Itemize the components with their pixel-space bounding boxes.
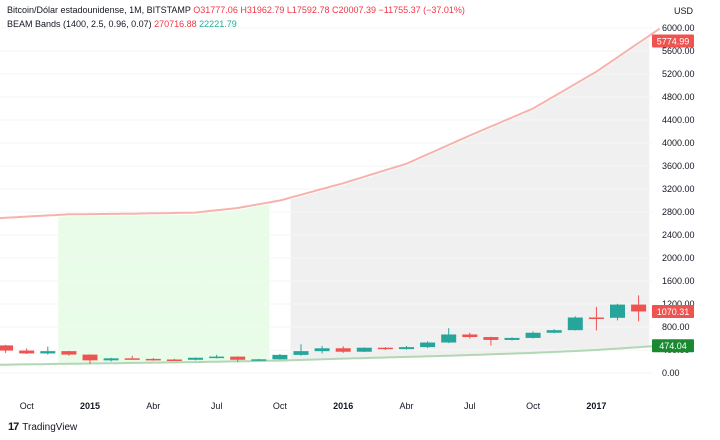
candle-body [209,356,225,359]
candle-body [525,332,541,338]
candle-body [335,348,351,352]
y-tick-label: 3600.00 [662,161,695,171]
candle-body [483,337,499,340]
symbol-legend: Bitcoin/Dólar estadounidense, 1M, BITSTA… [7,5,465,15]
symbol-title: Bitcoin/Dólar estadounidense, 1M, BITSTA… [7,5,191,15]
zone-green-1 [206,204,270,362]
y-tick-label: 4400.00 [662,115,695,125]
change-value: −11755.37 (−37.01%) [378,5,465,15]
candle-body [272,354,288,360]
y-tick-label: 6000.00 [662,23,695,33]
y-tick-label: 4800.00 [662,92,695,102]
candle-body [610,304,625,318]
x-tick-label: Oct [273,401,288,411]
time-axis: Oct 2015 Abr Jul Oct 2016 Abr Jul Oct 2017 [20,401,607,411]
zone-layer [58,37,650,364]
candle-body [40,351,56,354]
candle-body [546,330,562,333]
lower-band-value: 22221.79 [199,19,237,29]
candle-body [0,345,14,351]
upper-band-value: 270716.88 [154,19,197,29]
candle-body [103,358,119,361]
x-tick-label: 2016 [333,401,353,411]
candles-layer [0,295,647,364]
candle-body [124,358,140,360]
upper-band-line [0,27,661,220]
candle-body [61,351,77,355]
lower-band-line [0,344,660,366]
candle-body [166,359,182,361]
candle-body [588,317,604,320]
price-label-box [652,34,694,48]
candle-body [293,351,309,355]
x-tick-label: Abr [399,401,413,411]
high-value: H31962.79 [240,5,285,15]
y-tick-label: 2400.00 [662,230,695,240]
open-value: O31777.06 [193,5,238,15]
candle-body [230,356,246,360]
y-tick-label: 4000.00 [662,138,695,148]
indicator-legend: BEAM Bands (1400, 2.5, 0.96, 0.07) 27071… [7,19,237,29]
price-axis: USD0.00400.00800.001200.001600.002000.00… [652,6,695,378]
candle-body [82,354,98,361]
low-value: L17592.78 [286,5,330,15]
brand-name: TradingView [22,421,78,433]
footer-brand[interactable]: 17 TradingView [8,421,77,433]
candle-body [251,359,267,361]
price-label: 1070.31 [657,307,690,317]
zone-green-0 [58,213,207,364]
candle-body [377,347,393,350]
candle-body [19,350,35,354]
grid-layer [0,27,652,374]
y-tick-label: 0.00 [662,368,680,378]
axis-unit: USD [674,6,694,16]
price-label-box [652,304,694,318]
x-tick-label: Oct [526,401,541,411]
candle-body [631,304,647,312]
bands-layer [0,27,661,366]
price-label: 474.04 [659,341,687,351]
price-label-box [652,339,694,353]
candle-body [567,317,583,331]
y-tick-label: 3200.00 [662,184,695,194]
candle-body [399,347,414,350]
y-tick-label: 1600.00 [662,276,695,286]
y-tick-label: 2800.00 [662,207,695,217]
x-tick-label: 2015 [80,401,100,411]
y-tick-label: 1200.00 [662,299,695,309]
candle-body [504,337,520,340]
x-tick-label: Jul [211,401,223,411]
x-tick-label: Jul [464,401,476,411]
price-label: 5774.99 [657,36,690,46]
close-value: C20007.39 [331,5,377,15]
y-tick-label: 800.00 [662,322,690,332]
x-tick-label: Oct [20,401,35,411]
candle-body [188,357,203,360]
candle-body [145,358,161,361]
y-tick-label: 2000.00 [662,253,695,263]
candle-body [356,347,372,352]
x-tick-label: 2017 [586,401,606,411]
candle-body [462,334,478,338]
indicator-title: BEAM Bands (1400, 2.5, 0.96, 0.07) [7,19,152,29]
y-tick-label: 5200.00 [662,69,695,79]
candle-body [314,348,330,352]
candle-body [420,342,436,348]
candle-body [441,334,457,343]
tradingview-logo-icon: 17 [8,421,19,433]
x-tick-label: Abr [146,401,160,411]
y-tick-label: 5600.00 [662,46,695,56]
zone-gray-2 [290,37,650,361]
